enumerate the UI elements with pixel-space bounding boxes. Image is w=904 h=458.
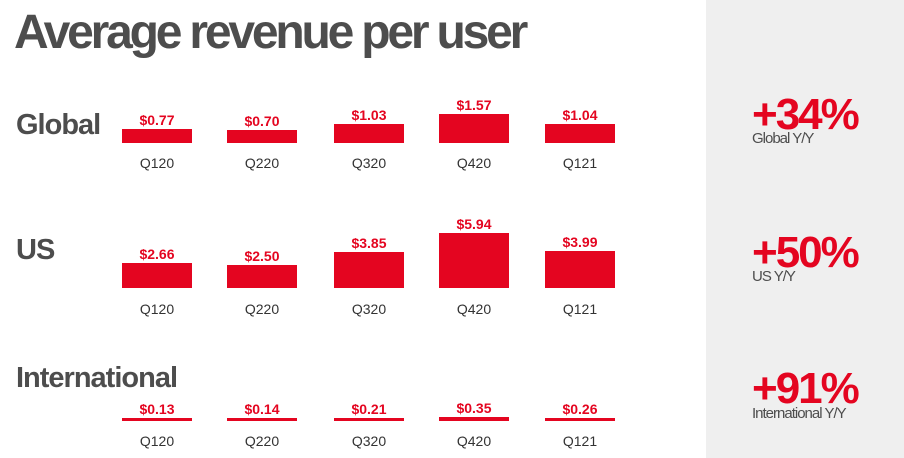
us-value-label: $3.99 bbox=[562, 233, 598, 250]
us-tick-label: Q120 bbox=[139, 301, 175, 317]
global-tick-label: Q220 bbox=[244, 155, 280, 171]
us-row-label: US bbox=[16, 234, 55, 266]
yoy-summary-panel bbox=[706, 0, 904, 458]
global-value-label: $1.04 bbox=[562, 106, 598, 123]
global-bar-q220 bbox=[227, 130, 297, 143]
international-row-label: International bbox=[16, 362, 178, 394]
international-tick-label: Q420 bbox=[456, 433, 492, 449]
us-bar-q121 bbox=[545, 250, 615, 288]
us-bar-q120 bbox=[122, 263, 192, 288]
us-yoy-label: US Y/Y bbox=[752, 268, 796, 285]
us-yoy-percent: +50% bbox=[752, 228, 860, 277]
global-yoy-percent: +34% bbox=[752, 90, 860, 139]
international-tick-label: Q320 bbox=[351, 433, 387, 449]
global-value-label: $1.03 bbox=[351, 106, 387, 123]
us-value-label: $5.94 bbox=[456, 215, 492, 232]
page-title: Average revenue per user bbox=[14, 6, 528, 59]
us-tick-label: Q121 bbox=[562, 301, 598, 317]
international-yoy-label: International Y/Y bbox=[752, 405, 847, 422]
us-tick-label: Q220 bbox=[244, 301, 280, 317]
global-row-label: Global bbox=[16, 109, 101, 141]
international-bar-q420 bbox=[439, 416, 509, 421]
global-bar-q420 bbox=[439, 113, 509, 143]
international-bar-q320 bbox=[334, 418, 404, 421]
international-value-label: $0.21 bbox=[351, 401, 387, 417]
global-bar-q320 bbox=[334, 123, 404, 143]
international-bar-q120 bbox=[122, 418, 192, 421]
us-value-label: $2.66 bbox=[139, 246, 175, 263]
global-tick-label: Q120 bbox=[139, 155, 175, 171]
global-yoy-label: Global Y/Y bbox=[752, 130, 814, 147]
international-bar-q220 bbox=[227, 418, 297, 421]
international-tick-label: Q121 bbox=[562, 433, 598, 449]
international-tick-label: Q220 bbox=[244, 433, 280, 449]
global-tick-label: Q320 bbox=[351, 155, 387, 171]
global-value-label: $0.77 bbox=[139, 111, 175, 128]
global-tick-label: Q121 bbox=[562, 155, 598, 171]
us-tick-label: Q420 bbox=[456, 301, 492, 317]
us-bar-q320 bbox=[334, 252, 404, 288]
international-yoy-percent: +91% bbox=[752, 364, 860, 413]
international-value-label: $0.14 bbox=[244, 401, 280, 417]
us-value-label: $2.50 bbox=[244, 247, 280, 264]
us-value-label: $3.85 bbox=[351, 235, 387, 252]
us-bar-q220 bbox=[227, 264, 297, 288]
global-value-label: $0.70 bbox=[244, 113, 280, 130]
global-tick-label: Q420 bbox=[456, 155, 492, 171]
international-value-label: $0.35 bbox=[456, 399, 492, 416]
international-value-label: $0.13 bbox=[139, 401, 175, 417]
international-value-label: $0.26 bbox=[562, 401, 598, 417]
international-bar-q121 bbox=[545, 418, 615, 421]
international-tick-label: Q120 bbox=[139, 433, 175, 449]
us-bar-q420 bbox=[439, 232, 509, 288]
global-bar-q120 bbox=[122, 128, 192, 143]
global-bar-q121 bbox=[545, 123, 615, 143]
global-value-label: $1.57 bbox=[456, 96, 492, 113]
us-tick-label: Q320 bbox=[351, 301, 387, 317]
